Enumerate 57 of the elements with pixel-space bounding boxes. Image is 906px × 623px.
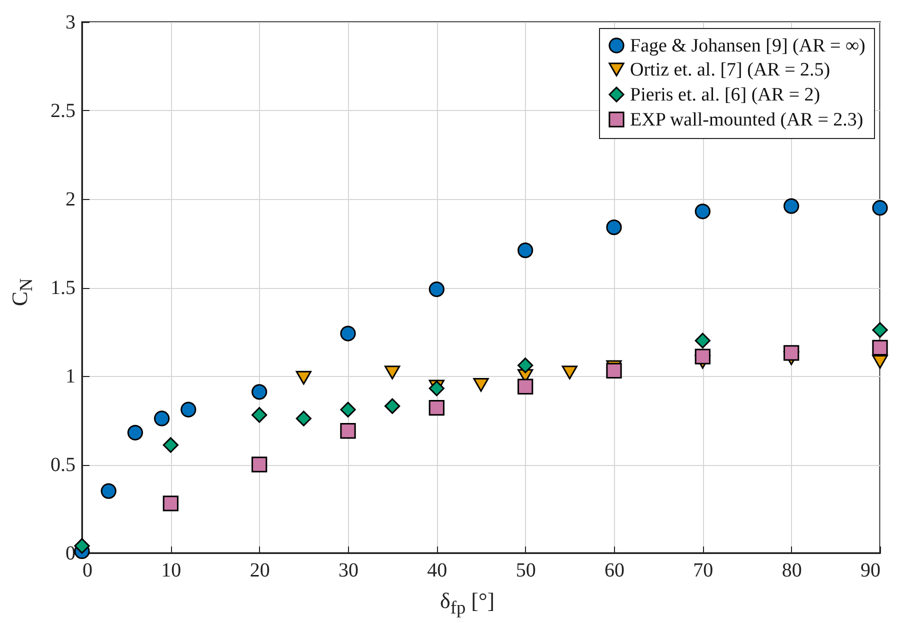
point — [872, 354, 888, 369]
x-tick-label: 40 — [427, 560, 448, 582]
point — [127, 424, 144, 440]
point — [872, 200, 888, 216]
point — [784, 345, 800, 361]
point — [384, 398, 400, 414]
x-tick-label: 60 — [604, 560, 624, 582]
point — [694, 348, 710, 364]
point — [518, 378, 534, 394]
x-tick-label: 20 — [250, 560, 270, 582]
point — [872, 322, 888, 338]
point — [74, 538, 90, 554]
point — [784, 198, 800, 214]
point — [340, 423, 356, 439]
legend-label: Fage & Johansen [9] (AR = ∞) — [630, 36, 866, 56]
point — [154, 410, 170, 426]
y-tick-label: 1.5 — [50, 277, 76, 299]
point — [252, 384, 268, 400]
point — [518, 242, 534, 258]
point — [340, 326, 356, 342]
y-tick-label: 2 — [66, 188, 76, 210]
x-tick-label: 0 — [82, 560, 92, 582]
point — [473, 378, 489, 392]
x-tick-label: 10 — [161, 560, 182, 582]
point — [428, 400, 444, 416]
point — [252, 407, 268, 423]
x-tick-label: 70 — [693, 560, 714, 582]
point — [296, 370, 312, 385]
point — [252, 456, 268, 472]
point — [518, 358, 534, 374]
point — [694, 332, 710, 348]
y-tick-label: 0.5 — [50, 454, 76, 476]
x-tick-label: 50 — [516, 560, 536, 582]
point — [100, 483, 116, 499]
y-tick-label: 1 — [66, 366, 76, 388]
legend-label: Pieris et. al. [6] (AR = 2) — [630, 84, 820, 106]
point — [562, 366, 578, 380]
x-tick-label: 80 — [782, 560, 802, 582]
point — [694, 204, 710, 220]
legend-label: Ortiz et. al. [7] (AR = 2.5) — [630, 60, 830, 80]
point — [606, 362, 622, 379]
y-tick-label: 0 — [66, 542, 76, 564]
y-tick-label: 2.5 — [50, 100, 76, 122]
point — [180, 402, 196, 418]
point — [296, 410, 312, 426]
point — [384, 366, 400, 380]
point — [162, 496, 178, 512]
point — [606, 220, 622, 236]
x-axis-title: δ$_{fp}$ [°] — [440, 588, 495, 618]
point — [340, 402, 356, 418]
point — [872, 340, 888, 356]
y-tick-label: 3 — [66, 12, 76, 34]
point — [162, 437, 178, 453]
legend-label: EXP wall-mounted (AR = 2.3) — [630, 110, 864, 130]
point — [428, 281, 444, 298]
x-tick-label: 90 — [860, 560, 880, 582]
x-tick-label: 30 — [338, 560, 358, 582]
